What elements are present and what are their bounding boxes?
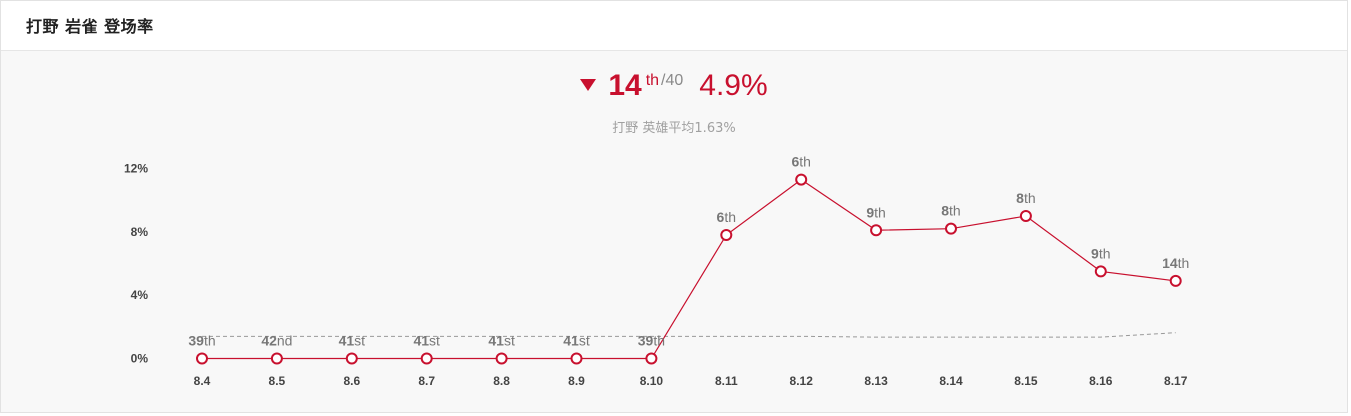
rank-data-label: 8th bbox=[1016, 190, 1035, 206]
card-title: 打野 岩雀 登场率 bbox=[26, 17, 154, 36]
data-point bbox=[420, 352, 433, 365]
rank-data-label: 6th bbox=[791, 154, 810, 170]
average-dashed-line bbox=[202, 332, 1176, 338]
usage-rate-value: 4.9% bbox=[699, 69, 768, 102]
average-note: 打野 英雄平均1.63% bbox=[612, 121, 736, 136]
data-point bbox=[1094, 265, 1107, 278]
rank-number: 14 bbox=[608, 69, 642, 102]
data-point bbox=[1169, 274, 1182, 287]
rank-data-label: 8th bbox=[941, 203, 960, 219]
data-point bbox=[870, 224, 883, 237]
x-tick-label: 8.4 bbox=[194, 374, 211, 388]
x-tick-label: 8.5 bbox=[269, 374, 286, 388]
x-tick-label: 8.11 bbox=[715, 374, 738, 388]
data-point bbox=[345, 352, 358, 365]
x-tick-label: 8.7 bbox=[418, 374, 435, 388]
data-point bbox=[270, 352, 283, 365]
x-tick-label: 8.6 bbox=[343, 374, 360, 388]
rank-data-label: 9th bbox=[866, 204, 885, 220]
x-tick-label: 8.15 bbox=[1014, 374, 1038, 388]
y-tick-label: 12% bbox=[124, 162, 148, 176]
card-header: 打野 岩雀 登场率 bbox=[1, 1, 1347, 51]
data-point bbox=[196, 352, 208, 365]
rank-data-label: 14th bbox=[1162, 255, 1189, 271]
rank-data-label: 42nd bbox=[261, 333, 292, 349]
rank-data-label: 41st bbox=[339, 333, 366, 349]
x-tick-label: 8.10 bbox=[640, 374, 664, 388]
x-tick-label: 8.8 bbox=[493, 374, 510, 388]
x-tick-label: 8.14 bbox=[939, 374, 963, 388]
x-tick-label: 8.17 bbox=[1164, 374, 1188, 388]
x-tick-label: 8.9 bbox=[568, 374, 585, 388]
data-point bbox=[720, 229, 733, 241]
y-tick-label: 8% bbox=[131, 225, 149, 239]
x-tick-label: 8.16 bbox=[1089, 374, 1113, 388]
rank-data-label: 6th bbox=[717, 209, 736, 225]
x-tick-label: 8.13 bbox=[864, 374, 888, 388]
data-point bbox=[495, 352, 508, 365]
data-point bbox=[570, 352, 583, 365]
y-tick-label: 4% bbox=[131, 288, 149, 302]
rank-data-label: 39th bbox=[638, 333, 665, 349]
x-tick-label: 8.12 bbox=[790, 374, 814, 388]
rank-data-label: 9th bbox=[1091, 245, 1110, 261]
down-triangle-icon bbox=[580, 79, 597, 91]
rank-data-label: 41st bbox=[413, 333, 440, 349]
y-tick-label: 0% bbox=[131, 352, 149, 366]
data-point bbox=[1019, 210, 1032, 222]
rank-total: /40 bbox=[661, 72, 684, 89]
usage-rate-line bbox=[202, 178, 1176, 360]
data-point bbox=[645, 352, 658, 365]
rank-data-label: 39th bbox=[188, 333, 215, 349]
rank-data-label: 41st bbox=[563, 333, 590, 349]
rank-suffix: th bbox=[645, 72, 660, 89]
data-point bbox=[945, 222, 957, 235]
rank-data-label: 41st bbox=[488, 333, 515, 349]
data-point bbox=[795, 173, 808, 186]
